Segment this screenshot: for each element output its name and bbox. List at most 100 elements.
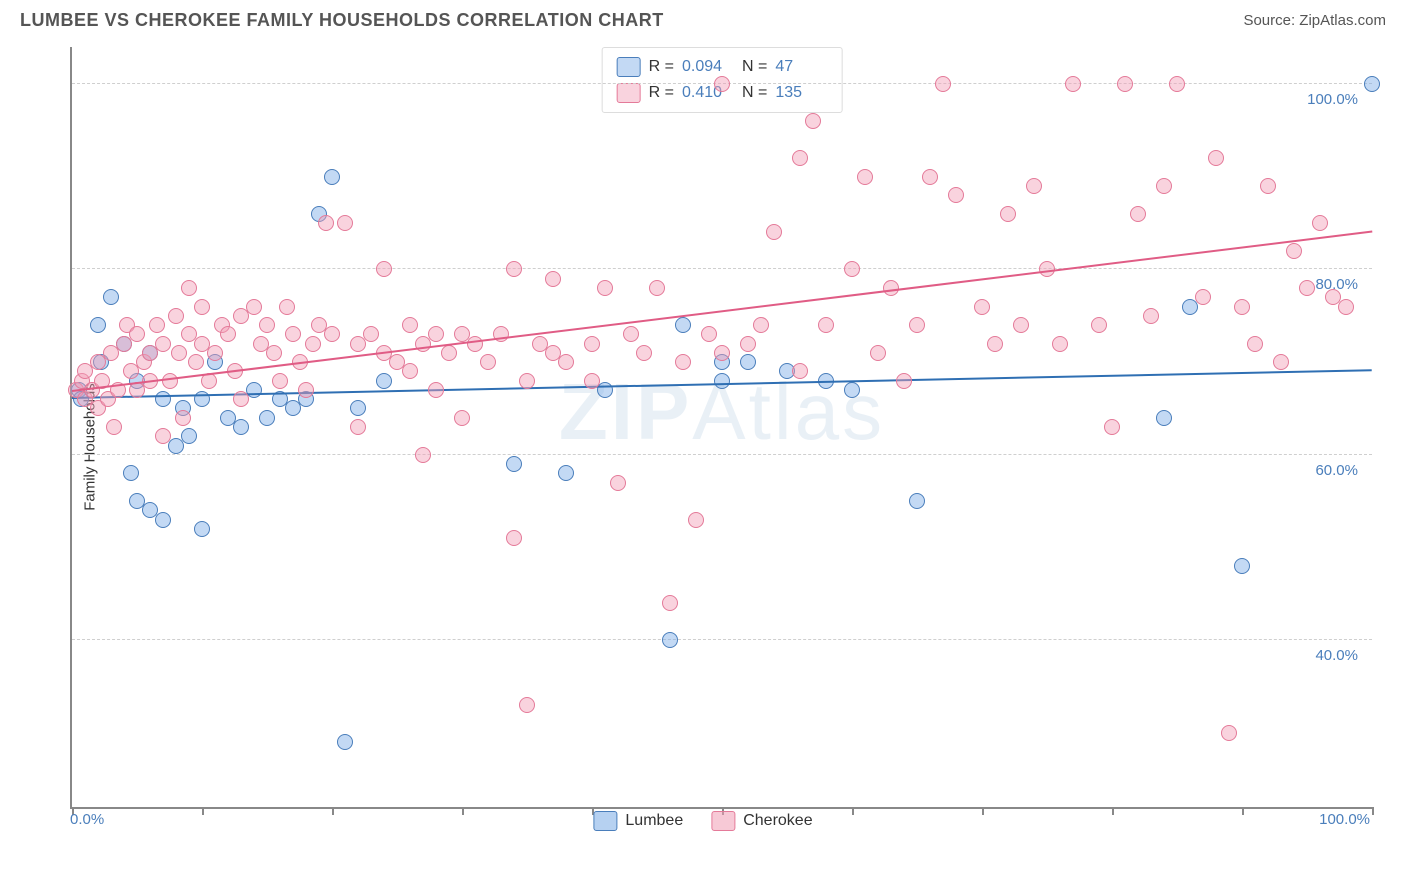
data-point [1104, 419, 1120, 435]
data-point [1364, 76, 1380, 92]
stat-r-lumbee: 0.094 [682, 54, 734, 80]
data-point [675, 317, 691, 333]
data-point [987, 336, 1003, 352]
data-point [909, 317, 925, 333]
data-point [171, 345, 187, 361]
data-point [90, 317, 106, 333]
data-point [519, 373, 535, 389]
gridline-h [72, 639, 1372, 640]
data-point [701, 326, 717, 342]
data-point [106, 419, 122, 435]
data-point [1299, 280, 1315, 296]
data-point [1091, 317, 1107, 333]
legend-swatch-lumbee [617, 57, 641, 77]
data-point [415, 447, 431, 463]
data-point [467, 336, 483, 352]
data-point [175, 410, 191, 426]
data-point [376, 373, 392, 389]
data-point [610, 475, 626, 491]
data-point [298, 382, 314, 398]
legend-label-lumbee: Lumbee [625, 812, 683, 830]
legend-item-lumbee: Lumbee [593, 811, 683, 831]
data-point [428, 382, 444, 398]
data-point [1260, 178, 1276, 194]
data-point [454, 410, 470, 426]
data-point [272, 373, 288, 389]
data-point [1273, 354, 1289, 370]
legend-bottom: Lumbee Cherokee [593, 811, 812, 831]
data-point [1221, 725, 1237, 741]
data-point [714, 373, 730, 389]
data-point [649, 280, 665, 296]
data-point [188, 354, 204, 370]
data-point [584, 373, 600, 389]
stat-label-r: R = [649, 54, 674, 80]
data-point [1052, 336, 1068, 352]
data-point [305, 336, 321, 352]
legend-swatch-cherokee [711, 811, 735, 831]
data-point [155, 512, 171, 528]
data-point [675, 354, 691, 370]
data-point [233, 391, 249, 407]
data-point [350, 400, 366, 416]
data-point [266, 345, 282, 361]
data-point [259, 317, 275, 333]
data-point [207, 345, 223, 361]
x-axis-label-left: 0.0% [70, 811, 104, 828]
data-point [519, 697, 535, 713]
data-point [636, 345, 652, 361]
watermark-bold: ZIP [559, 367, 692, 456]
data-point [1169, 76, 1185, 92]
data-point [428, 326, 444, 342]
data-point [103, 289, 119, 305]
data-point [1117, 76, 1133, 92]
data-point [870, 345, 886, 361]
x-tick [982, 807, 984, 815]
x-tick [202, 807, 204, 815]
data-point [818, 317, 834, 333]
data-point [597, 382, 613, 398]
data-point [376, 261, 392, 277]
data-point [558, 465, 574, 481]
data-point [1026, 178, 1042, 194]
legend-label-cherokee: Cherokee [743, 812, 812, 830]
data-point [766, 224, 782, 240]
y-tick-label: 40.0% [1315, 647, 1358, 664]
data-point [1156, 178, 1172, 194]
data-point [246, 299, 262, 315]
data-point [402, 317, 418, 333]
x-tick [1372, 807, 1374, 815]
data-point [623, 326, 639, 342]
plot-area: ZIPAtlas R = 0.094 N = 47 R = 0.410 N = … [70, 47, 1372, 809]
data-point [1338, 299, 1354, 315]
gridline-h [72, 268, 1372, 269]
y-tick-label: 60.0% [1315, 462, 1358, 479]
data-point [558, 354, 574, 370]
data-point [1143, 308, 1159, 324]
x-tick [462, 807, 464, 815]
data-point [324, 169, 340, 185]
data-point [220, 326, 236, 342]
data-point [506, 530, 522, 546]
data-point [155, 428, 171, 444]
data-point [285, 326, 301, 342]
data-point [1013, 317, 1029, 333]
data-point [480, 354, 496, 370]
data-point [688, 512, 704, 528]
data-point [155, 391, 171, 407]
data-point [597, 280, 613, 296]
chart-container: Family Households ZIPAtlas R = 0.094 N =… [20, 37, 1386, 857]
data-point [974, 299, 990, 315]
data-point [545, 271, 561, 287]
data-point [662, 595, 678, 611]
legend-item-cherokee: Cherokee [711, 811, 812, 831]
data-point [402, 363, 418, 379]
data-point [792, 150, 808, 166]
data-point [948, 187, 964, 203]
data-point [279, 299, 295, 315]
chart-title: LUMBEE VS CHEROKEE FAMILY HOUSEHOLDS COR… [20, 10, 664, 31]
x-tick [852, 807, 854, 815]
data-point [350, 419, 366, 435]
data-point [506, 261, 522, 277]
data-point [1234, 299, 1250, 315]
